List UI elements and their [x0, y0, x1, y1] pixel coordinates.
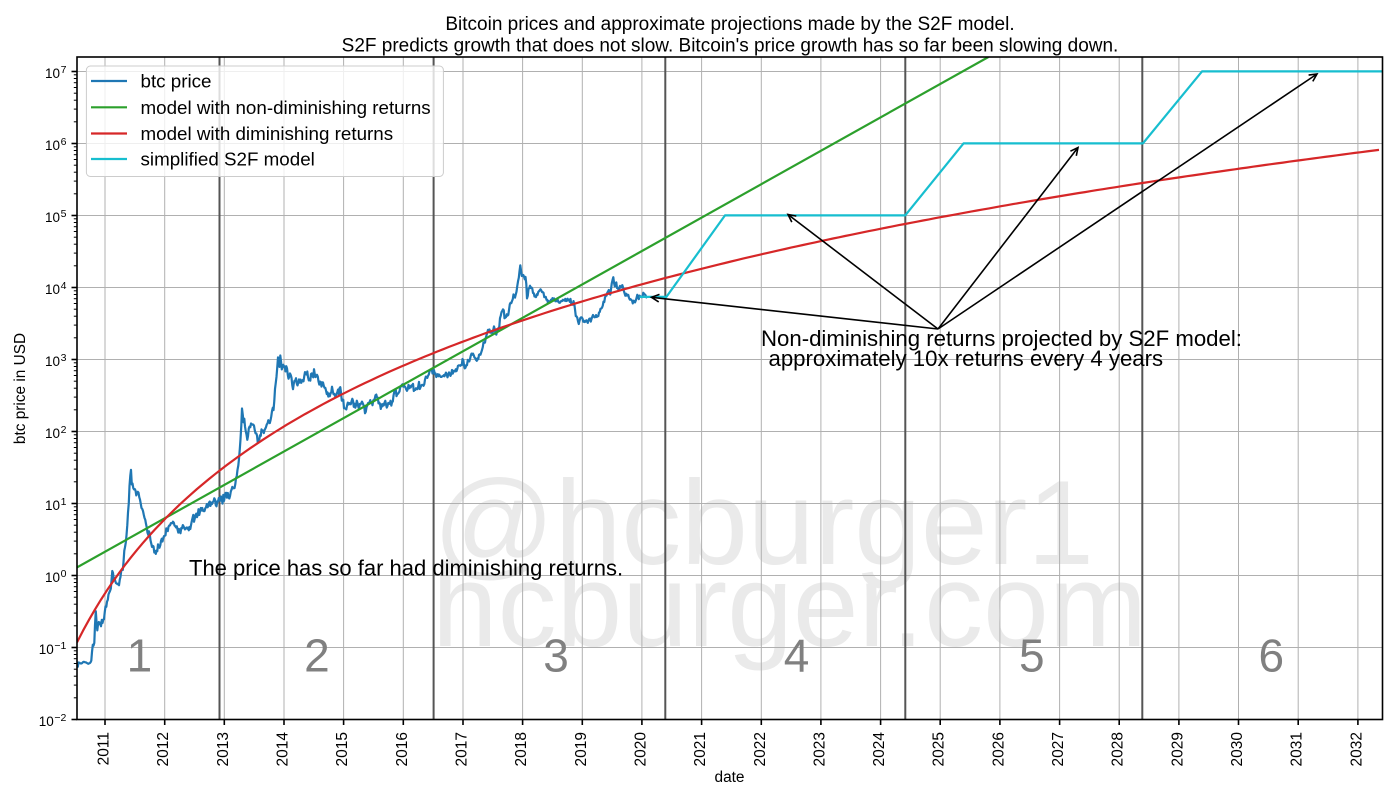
- svg-text:5: 5: [1019, 630, 1045, 682]
- svg-text:model with non-diminishing ret: model with non-diminishing returns: [141, 97, 431, 118]
- svg-text:10: 10: [45, 210, 60, 225]
- svg-text:2031: 2031: [1289, 732, 1306, 766]
- svg-text:2027: 2027: [1050, 732, 1067, 766]
- svg-text:2018: 2018: [513, 732, 530, 766]
- svg-text:4: 4: [61, 280, 67, 292]
- svg-text:10: 10: [39, 714, 54, 729]
- svg-text:2024: 2024: [871, 732, 888, 767]
- svg-text:hcburger.com: hcburger.com: [432, 540, 1147, 672]
- svg-text:2: 2: [304, 630, 330, 682]
- svg-text:2028: 2028: [1110, 732, 1127, 766]
- svg-text:2023: 2023: [811, 732, 828, 766]
- svg-text:2022: 2022: [752, 732, 769, 766]
- svg-text:1: 1: [61, 496, 67, 508]
- svg-text:10: 10: [45, 138, 60, 153]
- svg-text:3: 3: [61, 352, 67, 364]
- svg-text:2: 2: [61, 424, 67, 436]
- svg-text:10: 10: [45, 426, 60, 441]
- svg-text:2017: 2017: [454, 732, 471, 766]
- svg-text:2020: 2020: [632, 732, 649, 767]
- svg-text:date: date: [715, 769, 745, 786]
- svg-text:2013: 2013: [215, 732, 232, 766]
- svg-text:2012: 2012: [155, 732, 172, 766]
- svg-text:10: 10: [45, 570, 60, 585]
- svg-text:10: 10: [39, 642, 54, 657]
- svg-text:2025: 2025: [931, 732, 948, 766]
- svg-text:2014: 2014: [275, 732, 292, 767]
- svg-text:2026: 2026: [990, 732, 1007, 766]
- svg-text:10: 10: [45, 354, 60, 369]
- svg-text:3: 3: [543, 630, 569, 682]
- svg-text:model with diminishing returns: model with diminishing returns: [141, 123, 394, 144]
- svg-text:6: 6: [61, 136, 67, 148]
- svg-text:10: 10: [45, 282, 60, 297]
- svg-text:The price has so far had dimin: The price has so far had diminishing ret…: [189, 556, 623, 581]
- svg-text:@hcburger1: @hcburger1: [433, 456, 1094, 590]
- svg-text:0: 0: [61, 568, 67, 580]
- svg-text:1: 1: [127, 630, 153, 682]
- svg-text:2011: 2011: [96, 732, 113, 765]
- svg-text:2015: 2015: [334, 732, 351, 766]
- svg-text:btc price: btc price: [141, 71, 212, 92]
- svg-text:S2F predicts growth that does: S2F predicts growth that does not slow. …: [342, 36, 1119, 57]
- svg-text:approximately 10x returns ever: approximately 10x returns every 4 years: [769, 346, 1164, 371]
- svg-text:4: 4: [784, 630, 810, 682]
- svg-text:simplified S2F model: simplified S2F model: [141, 149, 315, 170]
- svg-text:Bitcoin prices and approximate: Bitcoin prices and approximate projectio…: [445, 14, 1014, 35]
- svg-text:2030: 2030: [1229, 732, 1246, 767]
- svg-text:6: 6: [1259, 630, 1285, 682]
- svg-text:10: 10: [45, 498, 60, 513]
- svg-text:Non-diminishing returns projec: Non-diminishing returns projected by S2F…: [761, 326, 1242, 351]
- svg-text:2019: 2019: [573, 732, 590, 766]
- svg-text:7: 7: [61, 64, 67, 76]
- svg-text:10: 10: [45, 66, 60, 81]
- svg-text:2029: 2029: [1169, 732, 1186, 766]
- svg-text:2016: 2016: [394, 732, 411, 766]
- svg-text:2032: 2032: [1348, 732, 1365, 766]
- svg-text:5: 5: [61, 208, 67, 220]
- svg-text:−2: −2: [54, 712, 66, 724]
- svg-text:btc price in USD: btc price in USD: [12, 333, 29, 444]
- svg-text:2021: 2021: [692, 732, 709, 766]
- svg-text:−1: −1: [54, 640, 66, 652]
